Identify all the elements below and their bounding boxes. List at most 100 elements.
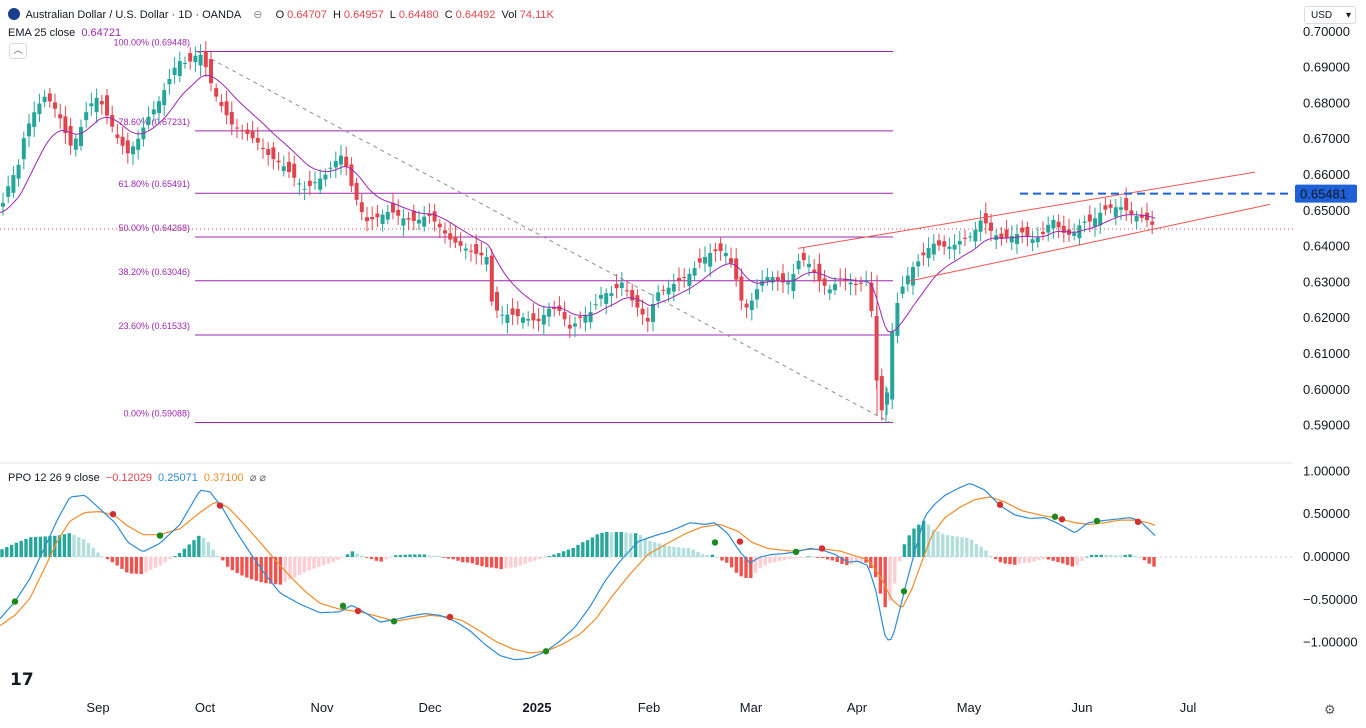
price-tick-label: 0.68000 bbox=[1303, 95, 1350, 110]
ppo-histogram-bar bbox=[614, 532, 619, 557]
ppo-histogram-bar bbox=[9, 544, 14, 557]
ppo-histogram-bar bbox=[849, 557, 854, 565]
candle-body bbox=[614, 284, 619, 289]
candle-body bbox=[541, 314, 546, 325]
ppo-histogram-bar bbox=[14, 542, 19, 557]
ppo-histogram-bar bbox=[19, 540, 23, 557]
ppo-histogram-bar bbox=[969, 539, 974, 557]
symbol-title[interactable]: Australian Dollar / U.S. Dollar · 1D · O… bbox=[25, 9, 242, 21]
ppo-histogram-bar bbox=[523, 557, 527, 564]
ppo-cross-dot bbox=[900, 588, 908, 595]
symbol-legend: Australian Dollar / U.S. Dollar · 1D · O… bbox=[8, 8, 557, 21]
open-value: 0.64707 bbox=[287, 9, 327, 21]
candle-body bbox=[219, 102, 224, 106]
candle-body bbox=[625, 290, 629, 292]
ppo-histogram-bar bbox=[369, 557, 374, 560]
candle-body bbox=[500, 314, 505, 316]
ppo-histogram-bar bbox=[643, 538, 647, 557]
candle-body bbox=[879, 376, 884, 411]
candle-body bbox=[188, 53, 193, 62]
candle-body bbox=[479, 252, 484, 256]
ppo-signal-line bbox=[0, 496, 1156, 654]
ppo-tick-label: 1.00000 bbox=[1303, 463, 1350, 478]
ppo-histogram-bar bbox=[581, 542, 585, 557]
x-tick-label: Apr bbox=[847, 700, 868, 715]
candle-body bbox=[729, 258, 733, 264]
ppo-histogram-bar bbox=[398, 554, 403, 557]
candle-body bbox=[890, 331, 895, 400]
ppo-histogram-bar bbox=[273, 557, 278, 585]
ppo-histogram-bar bbox=[609, 532, 614, 557]
candle-body bbox=[443, 230, 447, 234]
candle-body bbox=[484, 256, 489, 265]
price-marker-label: 0.65481 bbox=[1300, 187, 1347, 202]
ppo-histogram-bar bbox=[1032, 557, 1036, 562]
ppo-histogram-bar bbox=[854, 557, 859, 563]
candle-body bbox=[1046, 224, 1051, 233]
ppo-histogram-bar bbox=[1008, 557, 1012, 565]
tradingview-logo-icon[interactable]: 17 bbox=[10, 670, 34, 690]
ppo-histogram-bar bbox=[1137, 556, 1142, 558]
ppo-histogram-bar bbox=[470, 557, 475, 564]
ppo-histogram-bar bbox=[979, 546, 983, 557]
ppo-label[interactable]: PPO 12 26 9 close bbox=[8, 472, 100, 484]
candle-body bbox=[396, 209, 401, 216]
candle-body bbox=[588, 311, 593, 323]
ppo-histogram-bar bbox=[393, 555, 398, 557]
price-tick-label: 0.67000 bbox=[1303, 131, 1350, 146]
eye-icon[interactable]: ⊖ bbox=[253, 9, 263, 21]
x-tick-label: Oct bbox=[195, 700, 216, 715]
candle-body bbox=[37, 103, 42, 115]
candle-body bbox=[261, 148, 265, 150]
ema-legend: EMA 25 close 0.64721 bbox=[8, 27, 124, 39]
ppo-histogram-bar bbox=[365, 557, 369, 558]
ppo-histogram-bar bbox=[403, 554, 407, 557]
candle-body bbox=[115, 134, 120, 138]
candle-body bbox=[42, 96, 47, 102]
collapse-legend-button[interactable]: ︿ bbox=[9, 43, 27, 59]
ppo-histogram-bar bbox=[1104, 554, 1108, 557]
candle-body bbox=[843, 278, 848, 281]
ppo-histogram-bar bbox=[245, 557, 249, 578]
candle-body bbox=[536, 318, 541, 322]
candle-body bbox=[203, 51, 208, 68]
ppo-histogram-bar bbox=[427, 555, 431, 557]
candle-body bbox=[515, 308, 520, 317]
ppo-histogram-bar bbox=[576, 544, 580, 557]
ppo-histogram-bar bbox=[821, 557, 825, 559]
x-tick-label: Nov bbox=[310, 700, 334, 715]
ppo-histogram-bar bbox=[777, 557, 782, 562]
candle-body bbox=[697, 258, 702, 263]
ppo-histogram-bar bbox=[921, 520, 926, 557]
price-tick-label: 0.63000 bbox=[1303, 274, 1350, 289]
ppo-cross-dot bbox=[996, 501, 1004, 508]
ppo-histogram-bar bbox=[950, 535, 955, 557]
currency-select[interactable]: USD ▾ bbox=[1304, 6, 1356, 24]
candle-body bbox=[495, 292, 499, 311]
candle-body bbox=[1113, 207, 1118, 217]
ppo-histogram-bar bbox=[801, 557, 806, 558]
candle-body bbox=[900, 286, 905, 294]
ppo-histogram-bar bbox=[518, 557, 523, 566]
ppo-histogram-bar bbox=[619, 531, 623, 557]
gear-icon[interactable]: ⚙ bbox=[1324, 702, 1336, 717]
candle-body bbox=[931, 243, 936, 255]
candle-body bbox=[183, 62, 187, 64]
candle-body bbox=[869, 282, 874, 312]
ppo-histogram-bar bbox=[816, 557, 820, 558]
candle-body bbox=[848, 282, 853, 285]
ppo-histogram-bar bbox=[830, 557, 835, 561]
candle-body bbox=[365, 217, 369, 222]
ppo-histogram-bar bbox=[1051, 557, 1055, 561]
candle-body bbox=[895, 303, 900, 336]
candle-body bbox=[463, 248, 468, 251]
fib-level-label: 61.80% (0.65491) bbox=[118, 179, 190, 189]
candle-body bbox=[1025, 226, 1030, 237]
ppo-histogram-bar bbox=[720, 557, 724, 561]
ppo-histogram-bar bbox=[350, 551, 355, 557]
x-tick-label: Sep bbox=[86, 700, 109, 715]
ppo-histogram-bar bbox=[792, 557, 796, 559]
ppo-histogram-bar bbox=[657, 543, 662, 557]
ema-label[interactable]: EMA 25 close bbox=[8, 27, 76, 39]
ppo-histogram-bar bbox=[897, 557, 902, 562]
